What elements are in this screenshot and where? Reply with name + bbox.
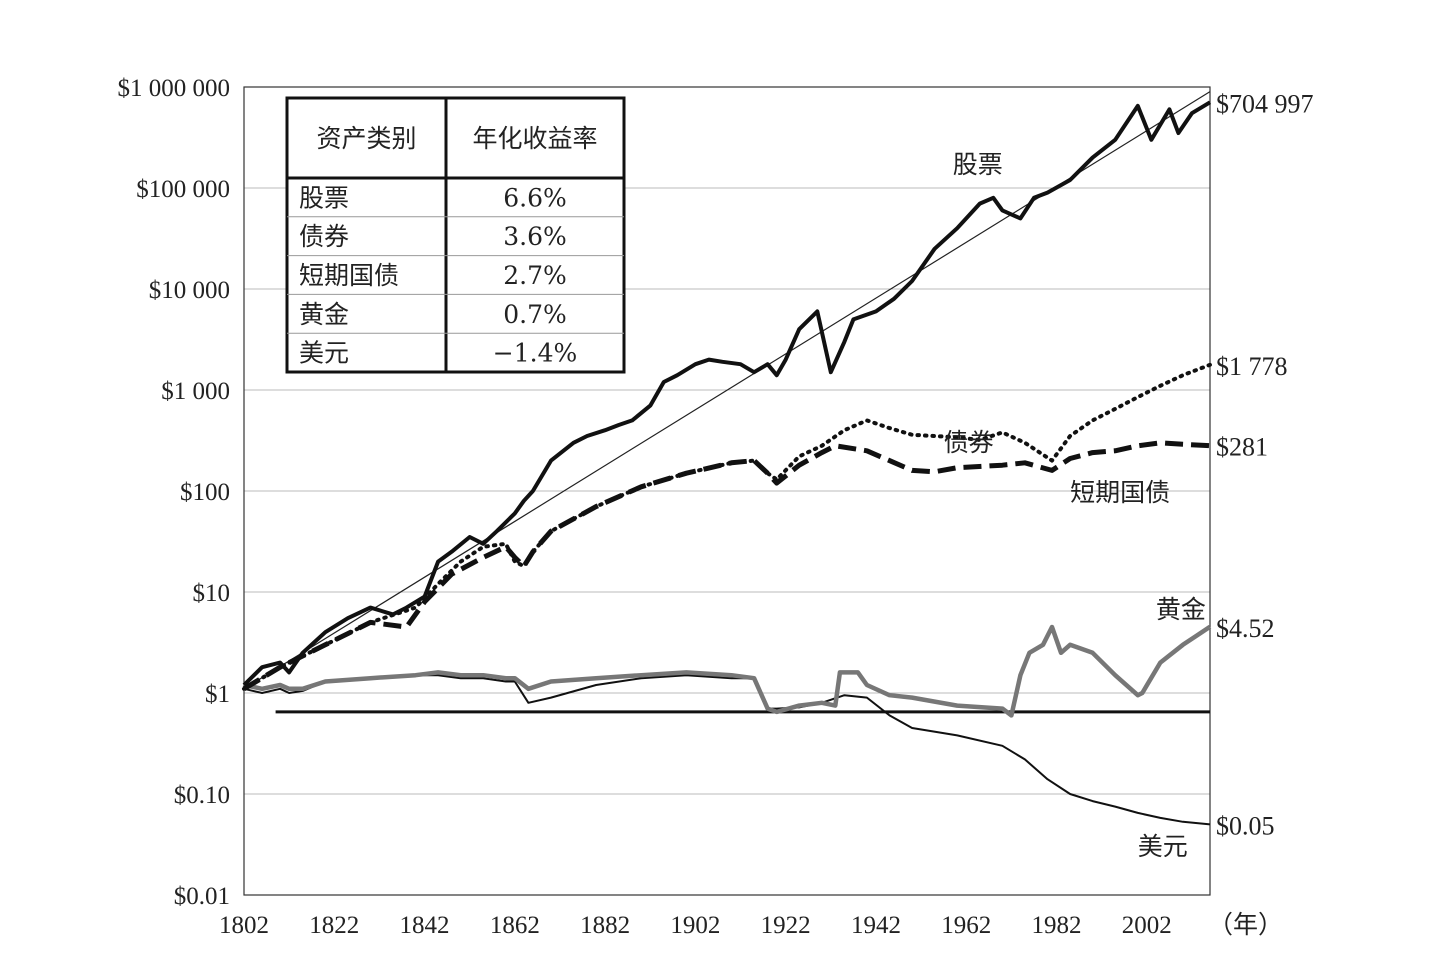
x-tick-label: 1922: [761, 912, 811, 939]
table-cell-asset: 黄金: [299, 300, 349, 329]
series-line-0: [242, 100, 1212, 687]
table-cell-return: 6.6%: [503, 183, 567, 212]
series-label: 短期国债: [1070, 478, 1170, 507]
table-cell-asset: 股票: [299, 183, 349, 212]
table-cell-return: −1.4%: [493, 339, 577, 368]
series-label: 美元: [1138, 832, 1188, 861]
series-label: 黄金: [1156, 595, 1206, 624]
end-label: $0.05: [1216, 811, 1275, 840]
series-label: 股票: [953, 150, 1003, 179]
x-tick-label: 1902: [670, 912, 720, 939]
x-tick-label: 1882: [580, 912, 630, 939]
series-group: [242, 100, 1212, 826]
series-line-3: [243, 624, 1212, 718]
y-tick-label: $1: [205, 681, 230, 708]
x-tick-label: 1842: [400, 912, 450, 939]
table-frame: [285, 96, 626, 374]
y-tick-label: $0.01: [174, 883, 230, 910]
y-tick-label: $1 000 000: [118, 75, 231, 102]
end-label: $704 997: [1216, 89, 1314, 118]
x-tick-label: 1982: [1032, 912, 1082, 939]
x-tick-label: 1862: [490, 912, 540, 939]
x-tick-label: 1962: [941, 912, 991, 939]
y-tick-label: $10: [193, 580, 231, 607]
x-tick-label: 2002: [1122, 912, 1172, 939]
series-label: 债券: [944, 428, 994, 457]
table-cell-return: 2.7%: [503, 261, 567, 290]
x-tick-label: 1802: [219, 912, 269, 939]
end-label: $4.52: [1216, 614, 1275, 643]
end-label: $1 778: [1216, 352, 1288, 381]
x-axis-ticks: 1802 1822 1842 1862 1882 1902 1922 1942 1962 1982…: [219, 912, 1172, 939]
y-tick-label: $1 000: [161, 378, 230, 405]
x-axis-unit: （年）: [1208, 911, 1283, 939]
table-header: 资产类别: [316, 124, 416, 153]
table-cell-return: 0.7%: [503, 300, 567, 329]
end-label: $281: [1216, 433, 1268, 462]
table-header: 年化收益率: [472, 124, 597, 153]
table-cell-asset: 短期国债: [299, 261, 399, 290]
x-tick-label: 1822: [309, 912, 359, 939]
y-axis-ticks: $1 000 000 $100 000 $10 000 $1 000 $100 $10 $1…: [118, 75, 231, 910]
x-tick-label: 1942: [851, 912, 901, 939]
table-cell-asset: 债券: [299, 222, 349, 251]
y-tick-label: $10 000: [149, 277, 230, 304]
table-cell-return: 3.6%: [503, 222, 567, 251]
y-tick-label: $0.10: [174, 782, 230, 809]
table-cell-asset: 美元: [299, 339, 349, 368]
y-tick-label: $100: [180, 479, 230, 506]
series-line-2: [242, 440, 1211, 691]
end-labels: $704 997 $1 778 $281 $4.52 $0.05: [1216, 89, 1314, 840]
y-tick-label: $100 000: [136, 176, 230, 203]
plot-frame: [243, 86, 1211, 896]
